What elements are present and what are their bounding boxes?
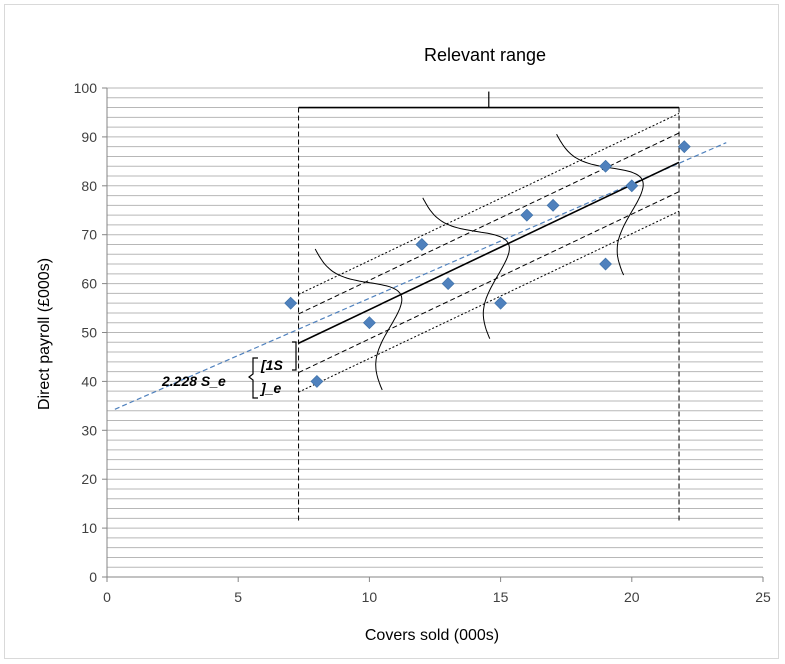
data-point: [310, 374, 324, 388]
gridlines: [107, 87, 763, 568]
distribution-curves: [314, 133, 644, 391]
x-tick-label: 15: [493, 589, 509, 605]
data-point: [520, 208, 534, 222]
y-tick-label: 30: [81, 422, 97, 438]
distribution-curve: [556, 133, 644, 276]
y-tick-label: 20: [81, 471, 97, 487]
data-point: [625, 179, 639, 193]
confidence-band-line: [298, 210, 680, 393]
tick-labels: 0 10 20 30 40 50 60 70 80 90 100 0 5 10 15 20 25: [74, 80, 771, 605]
y-tick-label: 60: [81, 276, 97, 292]
data-point: [546, 198, 560, 212]
chart-frame: [4, 4, 779, 659]
confidence-band-line: [298, 132, 680, 315]
inner-bracket: [292, 341, 297, 371]
y-tick-label: 70: [81, 227, 97, 243]
fitted-line: [298, 161, 680, 344]
x-tick-label: 25: [755, 589, 771, 605]
y-tick-label: 10: [81, 520, 97, 536]
x-tick-label: 5: [234, 589, 242, 605]
y-tick-label: 0: [89, 569, 97, 585]
data-point: [599, 257, 612, 271]
annotations: [248, 341, 297, 399]
data-point: [599, 159, 612, 173]
outer-bracket: [248, 357, 258, 399]
distribution-curve: [314, 248, 403, 391]
band-label-inner-bottom: ]_e: [259, 380, 281, 396]
data-points: [284, 140, 691, 388]
regression-lines: [114, 112, 727, 410]
data-point: [362, 316, 376, 330]
confidence-band-line: [298, 112, 680, 295]
relevant-range-markers: [298, 91, 680, 524]
data-point: [441, 277, 455, 291]
y-tick-label: 90: [81, 129, 97, 145]
y-tick-label: 40: [81, 373, 97, 389]
x-axis-title: Covers sold (000s): [365, 627, 499, 644]
data-point: [415, 238, 429, 251]
data-point: [494, 296, 508, 310]
band-label-outer: 2.228 S_e: [161, 373, 226, 389]
y-tick-label: 80: [81, 178, 97, 194]
x-tick-label: 20: [624, 589, 640, 605]
band-label-inner-top: [1S: [260, 357, 283, 373]
y-tick-label: 100: [74, 80, 98, 96]
chart-annotation-title: Relevant range: [424, 45, 546, 65]
axes: [102, 87, 764, 582]
distribution-curve: [422, 197, 510, 339]
data-point: [284, 296, 298, 310]
data-point: [677, 140, 691, 154]
y-tick-label: 50: [81, 325, 97, 341]
x-tick-label: 0: [103, 589, 111, 605]
y-axis-title: Direct payroll (£000s): [36, 258, 53, 410]
confidence-band-line: [298, 191, 680, 374]
regression-line-extended: [114, 142, 727, 410]
x-tick-label: 10: [362, 589, 378, 605]
